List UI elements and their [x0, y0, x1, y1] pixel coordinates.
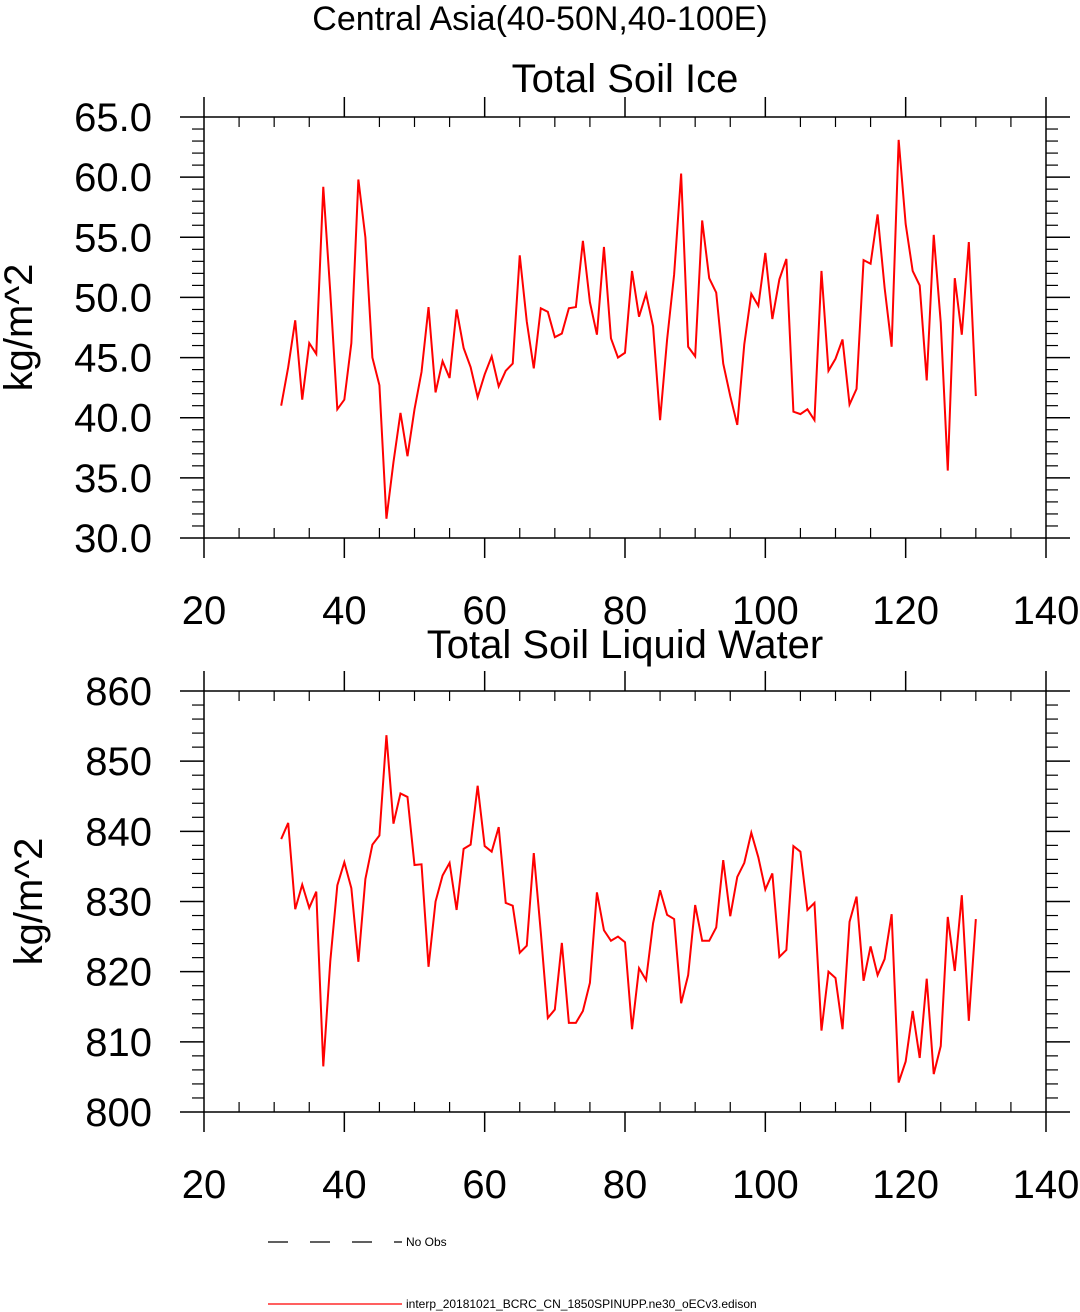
y-axis-label: kg/m^2 — [7, 838, 51, 966]
y-tick-label: 35.0 — [74, 457, 152, 501]
x-tick-label: 40 — [322, 1163, 367, 1207]
x-tick-label: 60 — [462, 589, 507, 633]
y-tick-label: 45.0 — [74, 337, 152, 381]
figure-suptitle: Central Asia(40-50N,40-100E) — [312, 0, 767, 38]
y-tick-label: 860 — [85, 670, 152, 714]
x-tick-label: 100 — [732, 1163, 799, 1207]
x-tick-label: 140 — [1013, 1163, 1080, 1207]
legend-item-no-obs: No Obs — [268, 1235, 447, 1249]
x-tick-label: 120 — [872, 589, 939, 633]
y-axis-label: kg/m^2 — [0, 264, 41, 392]
series-line — [280, 735, 977, 1083]
legend-label-model: interp_20181021_BCRC_CN_1850SPINUPP.ne30… — [406, 1297, 757, 1311]
x-tick-label: 120 — [872, 1163, 939, 1207]
y-tick-label: 800 — [85, 1091, 152, 1135]
x-tick-label: 40 — [322, 589, 367, 633]
y-tick-label: 840 — [85, 810, 152, 854]
panel-total-soil-liquid-water: Total Soil Liquid Water kg/m^2 20 40 60 80 100… — [7, 623, 1079, 1207]
chart-title: Total Soil Liquid Water — [427, 623, 823, 667]
y-tick-label: 65.0 — [74, 96, 152, 140]
y-tick-label: 50.0 — [74, 276, 152, 320]
panel-total-soil-ice: Total Soil Ice kg/m^2 20 40 60 80 100 120 140 30.… — [0, 57, 1079, 633]
y-tick-label: 40.0 — [74, 397, 152, 441]
y-tick-label: 830 — [85, 881, 152, 925]
series-line — [280, 139, 977, 519]
x-tick-label: 140 — [1013, 589, 1080, 633]
y-tick-label: 55.0 — [74, 216, 152, 260]
chart-title: Total Soil Ice — [512, 57, 739, 101]
x-tick-label: 60 — [462, 1163, 507, 1207]
y-tick-label: 60.0 — [74, 156, 152, 200]
y-tick-label: 810 — [85, 1021, 152, 1065]
plot-frame — [203, 116, 1047, 539]
x-tick-label: 20 — [182, 1163, 227, 1207]
y-tick-label: 850 — [85, 740, 152, 784]
x-tick-label: 80 — [603, 589, 648, 633]
y-tick-label: 820 — [85, 951, 152, 995]
x-tick-label: 20 — [182, 589, 227, 633]
x-tick-label: 80 — [603, 1163, 648, 1207]
y-tick-label: 30.0 — [74, 517, 152, 561]
legend-label-no-obs: No Obs — [406, 1235, 447, 1249]
legend-item-model: interp_20181021_BCRC_CN_1850SPINUPP.ne30… — [268, 1297, 757, 1311]
x-tick-label: 100 — [732, 589, 799, 633]
legend: No Obs interp_20181021_BCRC_CN_1850SPINU… — [268, 1235, 757, 1311]
